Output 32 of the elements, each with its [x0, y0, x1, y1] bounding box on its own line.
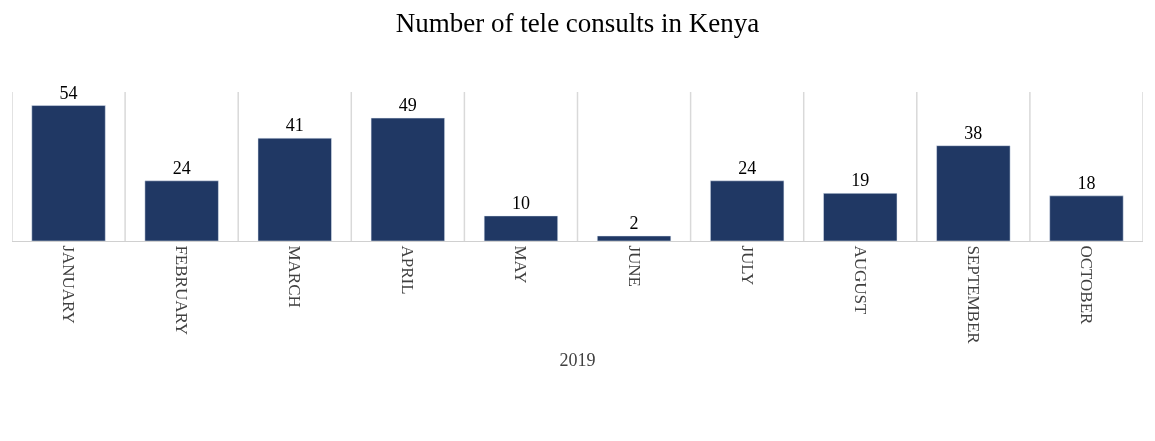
x-tick-label: JANUARY [59, 245, 79, 324]
x-tick-label: JULY [737, 245, 757, 286]
data-label: 18 [1077, 172, 1096, 193]
data-label: 49 [398, 95, 417, 116]
bar [257, 137, 332, 241]
bar [710, 180, 785, 241]
x-tick-label: OCTOBER [1076, 245, 1096, 326]
bar [823, 193, 898, 241]
data-label: 24 [172, 157, 191, 178]
chart-title: Number of tele consults in Kenya [395, 8, 760, 39]
data-label: 10 [511, 192, 530, 213]
bar [1049, 195, 1124, 241]
data-label: 41 [285, 115, 304, 136]
x-tick-label: APRIL [398, 245, 418, 295]
x-tick-label: MAY [511, 245, 531, 284]
bar [597, 235, 672, 241]
x-axis-title: 2019 [559, 350, 596, 371]
x-tick-label: SEPTEMBER [963, 245, 983, 345]
x-tick-label: JUNE [624, 245, 644, 287]
data-label: 2 [629, 212, 639, 233]
data-label: 24 [738, 157, 757, 178]
bar [936, 145, 1011, 241]
x-tick-label: MARCH [285, 245, 305, 308]
data-label: 38 [964, 122, 983, 143]
bar [370, 117, 445, 241]
bar [31, 105, 106, 241]
data-label: 54 [59, 82, 78, 103]
bar [144, 180, 219, 241]
x-tick-label: AUGUST [850, 245, 870, 315]
x-tick-label: FEBRUARY [172, 245, 192, 336]
bar [483, 215, 558, 241]
data-label: 19 [851, 170, 870, 191]
